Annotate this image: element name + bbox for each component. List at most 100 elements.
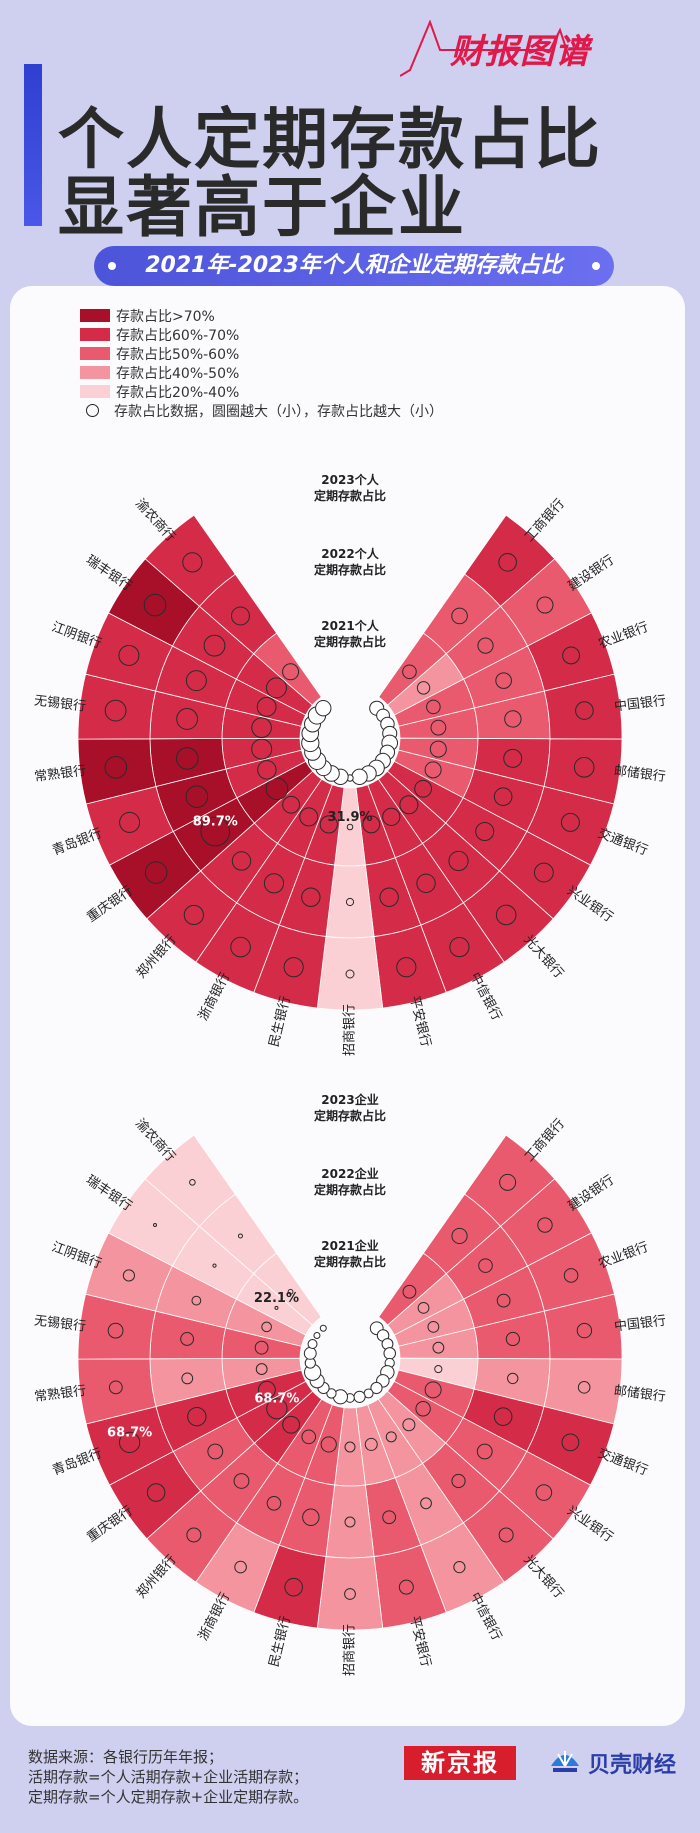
- legend-circle-icon: [86, 404, 99, 417]
- value-circle: [263, 873, 285, 894]
- category-label: 中国银行: [613, 694, 666, 715]
- value-circle: [402, 1284, 417, 1299]
- value-circle: [200, 816, 231, 847]
- value-circle: [426, 699, 441, 715]
- category-label: 常熟银行: [33, 763, 87, 785]
- value-circle: [104, 699, 127, 722]
- value-circle: [182, 552, 203, 573]
- category-label: 无锡银行: [33, 694, 86, 715]
- category-label: 兴业银行: [564, 1503, 615, 1545]
- value-circle: [493, 1407, 513, 1426]
- value-circle: [319, 815, 338, 834]
- category-label: 渝农商行: [132, 496, 179, 545]
- value-circle: [257, 760, 277, 780]
- category-label: 郑州银行: [134, 1552, 180, 1601]
- footer-line: 数据来源：各银行历年年报；: [28, 1748, 224, 1766]
- category-label: 常熟银行: [33, 1383, 87, 1405]
- value-circle: [478, 1258, 493, 1273]
- value-circle: [346, 823, 354, 831]
- category-label: 建设银行: [566, 553, 617, 595]
- category-label: 光大银行: [520, 932, 566, 981]
- legend-item: 存款占比60%-70%: [80, 325, 443, 344]
- value-circle: [416, 681, 431, 695]
- brand-tag: 财报图谱: [400, 20, 590, 80]
- value-circle: [256, 696, 277, 717]
- value-circle: [176, 708, 199, 730]
- value-circle: [186, 1527, 202, 1543]
- value-circle: [266, 1496, 282, 1511]
- logo-bk-text: 贝壳财经: [588, 1753, 677, 1778]
- category-label: 重庆银行: [84, 883, 136, 926]
- value-circle: [207, 1443, 224, 1460]
- hub-circle: [383, 1347, 396, 1360]
- value-circle: [379, 887, 399, 907]
- value-circle: [301, 887, 321, 907]
- ring-label-sub: 定期存款占比: [314, 562, 386, 577]
- category-label: 江阴银行: [49, 620, 103, 652]
- value-circle: [533, 862, 554, 883]
- value-circle: [233, 1473, 250, 1489]
- category-label: 交通银行: [596, 1445, 650, 1479]
- value-circle: [362, 815, 381, 834]
- value-circle: [498, 553, 517, 572]
- hub-circle: [307, 1339, 318, 1349]
- footer-line: 活期存款=个人活期存款+企业活期存款；: [28, 1768, 309, 1786]
- category-label: 郑州银行: [134, 932, 180, 981]
- hub-circle: [353, 1390, 366, 1403]
- value-circle: [417, 1301, 430, 1314]
- category-label: 无锡银行: [33, 1314, 86, 1335]
- value-circle: [364, 1437, 378, 1451]
- value-circle: [451, 607, 468, 625]
- value-circle: [119, 811, 141, 833]
- subtitle-pill: 2021年-2023年个人和企业定期存款占比: [94, 246, 614, 286]
- value-circle: [402, 1418, 416, 1432]
- value-circle: [382, 807, 401, 826]
- value-circle: [299, 807, 319, 827]
- value-circle: [562, 646, 580, 665]
- value-circle: [434, 1364, 443, 1374]
- value-circle: [537, 1217, 553, 1233]
- category-label: 中国银行: [613, 1314, 666, 1335]
- category-label: 工商银行: [522, 496, 568, 545]
- footer-line: 定期存款=个人定期存款+企业定期存款。: [28, 1788, 309, 1806]
- value-circle: [385, 1431, 397, 1443]
- hub-circle: [370, 1381, 383, 1395]
- legend-swatch: [80, 309, 110, 322]
- radial-chart-personal: 工商银行建设银行农业银行中国银行邮储银行交通银行兴业银行光大银行中信银行平安银行…: [33, 472, 666, 1056]
- ring-label-sub: 定期存款占比: [314, 1108, 386, 1123]
- category-label: 农业银行: [597, 1240, 651, 1272]
- value-circle: [396, 957, 417, 978]
- ring-label: 2021企业: [321, 1238, 378, 1253]
- ring-cell: [144, 514, 236, 607]
- value-circle: [382, 1510, 397, 1525]
- category-label: 渝农商行: [132, 1116, 179, 1165]
- value-circle: [230, 936, 251, 958]
- value-circle: [563, 1268, 579, 1283]
- value-annotation: 31.9%: [327, 810, 372, 825]
- title-accent-bar: [24, 64, 42, 226]
- value-circle: [504, 710, 522, 728]
- category-label: 农业银行: [597, 620, 651, 652]
- value-circle: [505, 1331, 520, 1347]
- category-label: 兴业银行: [564, 883, 615, 925]
- value-circle: [499, 1173, 517, 1191]
- legend-label: 存款占比60%-70%: [116, 327, 240, 344]
- category-label: 青岛银行: [50, 825, 104, 859]
- value-circle: [274, 1305, 279, 1310]
- value-circle: [398, 1579, 414, 1595]
- value-annotation: 68.7%: [254, 1392, 299, 1407]
- value-circle: [282, 1415, 301, 1434]
- value-circle: [230, 606, 250, 626]
- value-circle: [266, 1398, 288, 1420]
- value-circle: [265, 677, 287, 699]
- value-circle: [104, 756, 128, 779]
- value-circle: [203, 634, 226, 657]
- value-circle: [449, 937, 470, 958]
- value-circle: [430, 719, 447, 736]
- value-circle: [107, 1322, 124, 1339]
- ring-label-sub: 定期存款占比: [314, 488, 386, 503]
- value-circle: [185, 785, 209, 808]
- value-circle: [122, 1269, 136, 1282]
- hub-circle: [315, 700, 332, 717]
